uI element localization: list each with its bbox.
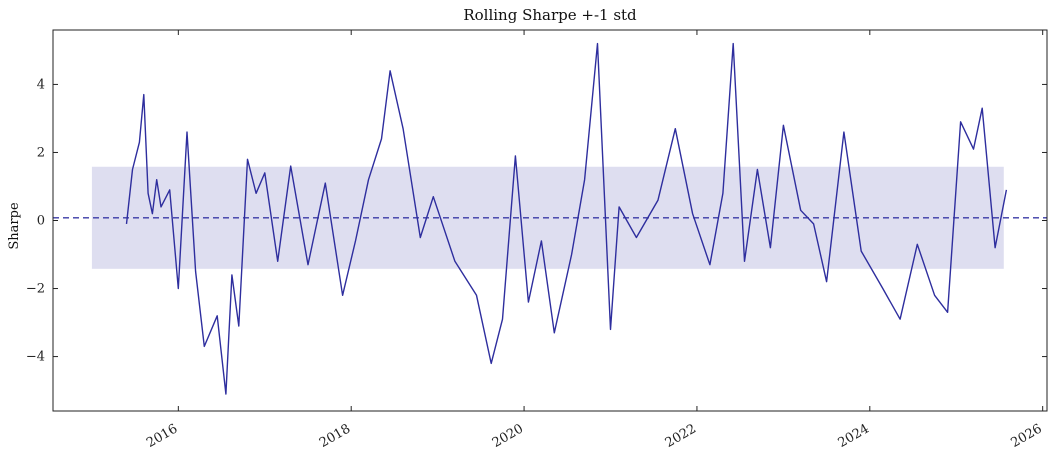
x-tick-label: 2026 [1009,421,1045,451]
y-tick-label: −2 [26,282,45,297]
y-tick-label: 0 [37,214,45,229]
y-axis-label: Sharpe [7,202,22,250]
y-tick-label: −4 [26,350,45,365]
x-tick-label: 2016 [144,421,180,451]
x-tick-label: 2024 [836,421,872,451]
chart-title: Rolling Sharpe +-1 std [463,6,637,24]
sharpe-series-line [125,42,1008,395]
y-tick-label: 2 [37,145,45,160]
x-tick-label: 2018 [317,421,353,451]
x-tick-label: 2022 [663,421,699,451]
x-tick-label: 2020 [490,421,526,451]
y-tick-label: 4 [37,77,45,92]
series-line-layer [125,42,1008,395]
